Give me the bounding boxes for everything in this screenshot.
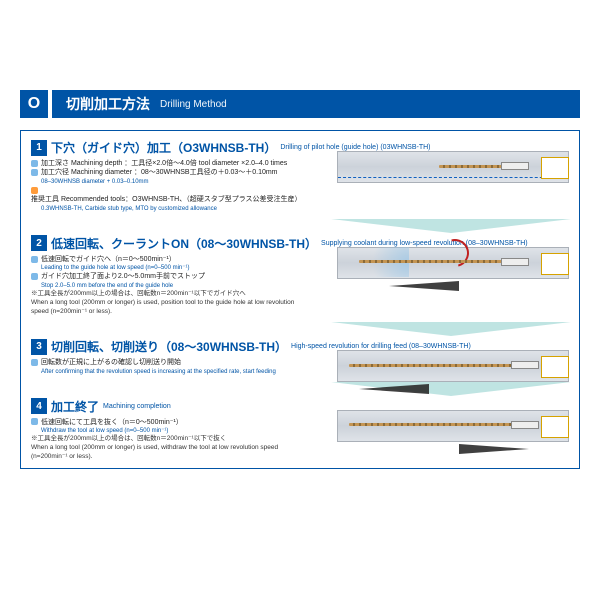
title-text: 切削加工方法 Drilling Method [52, 90, 580, 118]
steps-container: 1 下穴（ガイド穴）加工（O3WHNSB-TH） Drilling of pil… [20, 130, 580, 469]
drill-tool [349, 422, 539, 428]
flow-arrow-icon [331, 322, 571, 336]
retract-arrow-icon [459, 444, 529, 454]
step-title-jp: 低速回転、クーラントON（08～30WHNSB-TH） [51, 235, 317, 252]
drill-flute [359, 260, 501, 263]
drill-shank [501, 258, 529, 266]
bullet-icon [31, 256, 38, 263]
line-en: Stop 2.0–5.0 mm before the end of the gu… [31, 282, 311, 290]
step-number: 3 [31, 339, 47, 355]
step-2: 2 低速回転、クーラントON（08～30WHNSB-TH） Supplying … [31, 235, 569, 316]
step-body: 回転数が正規に上がるの確認し切削送り開始 After confirming th… [31, 358, 311, 376]
page-canvas: O 切削加工方法 Drilling Method 1 下穴（ガイド穴）加工（O3… [0, 0, 600, 600]
line: 推奨工具 Recommended tools：O3WHNSB-TH、（超硬スタブ… [31, 196, 302, 203]
line: 回転数が正規に上がるの確認し切削送り開始 [41, 359, 181, 366]
title-en: Drilling Method [160, 99, 227, 110]
feed-arrow-icon [359, 384, 429, 394]
step-illustration [319, 400, 569, 458]
step-body: 低速回転にて工具を抜く（n＝0～500min⁻¹） Withdraw the t… [31, 418, 311, 462]
step-title-jp: 加工終了 [51, 398, 99, 415]
step-title-jp: 切削回転、切削送り（08～30WHNSB-TH） [51, 338, 287, 355]
bullet-icon [31, 169, 38, 176]
title-jp: 切削加工方法 [66, 94, 150, 114]
bullet-icon [31, 273, 38, 280]
step-number: 1 [31, 140, 47, 156]
line: 加工穴径 Machining diameter ：08～30WHNSB工具径の＋… [41, 169, 278, 176]
step-number: 4 [31, 398, 47, 414]
title-icon: O [20, 90, 48, 118]
step-1: 1 下穴（ガイド穴）加工（O3WHNSB-TH） Drilling of pil… [31, 139, 569, 213]
section-title-bar: O 切削加工方法 Drilling Method [20, 90, 580, 118]
step-title-jp: 下穴（ガイド穴）加工（O3WHNSB-TH） [51, 139, 276, 156]
step-number: 2 [31, 235, 47, 251]
chuck-icon [541, 253, 569, 275]
flow-arrow-icon [331, 219, 571, 233]
line-en: After confirming that the revolution spe… [31, 368, 311, 376]
bullet-icon [31, 418, 38, 425]
line-en: Leading to the guide hole at low speed (… [31, 264, 311, 272]
chuck-icon [541, 356, 569, 378]
line-en: 08–30WHNSB diameter + 0.03–0.10mm [31, 178, 311, 186]
feed-arrow-icon [389, 281, 459, 291]
line: 低速回転にて工具を抜く（n＝0～500min⁻¹） [41, 419, 183, 426]
step-body: 加工深さ Machining depth ：工具径×2.0倍～4.0倍 tool… [31, 159, 311, 213]
drill-shank [511, 361, 539, 369]
drill-shank [501, 162, 529, 170]
step-illustration [319, 237, 569, 295]
step-3: 3 切削回転、切削送り（08～30WHNSB-TH） High-speed re… [31, 338, 569, 376]
centerline [338, 177, 568, 178]
bullet-icon [31, 359, 38, 366]
line: ※工具全長が200mm以上の場合は、回転数n＝200min⁻¹以下でガイド穴へ [31, 290, 246, 297]
drill-tool [349, 362, 539, 368]
step-illustration [319, 141, 569, 199]
drill-shank [511, 421, 539, 429]
chuck-icon [541, 157, 569, 179]
step-4: 4 加工終了 Machining completion 低速回転にて工具を抜く（… [31, 398, 569, 462]
drill-tool [359, 259, 529, 265]
line: ※工具全長が200mm以上の場合は、回転数n＝200min⁻¹以下で抜く [31, 435, 226, 442]
step-title-en: Machining completion [103, 403, 171, 410]
drill-flute [349, 364, 511, 367]
line: 低速回転でガイド穴へ（n＝0～500min⁻¹） [41, 256, 176, 263]
line-en: When a long tool (200mm or longer) is us… [31, 299, 294, 315]
line-en: 0.3WHNSB-TH, Carbide stub type, MTO by c… [31, 205, 311, 213]
drill-flute [439, 165, 501, 168]
bullet-icon [31, 187, 38, 194]
bullet-icon [31, 160, 38, 167]
step-illustration [319, 340, 569, 398]
chuck-icon [541, 416, 569, 438]
drill-flute [349, 423, 511, 426]
line-en: When a long tool (200mm or longer) is us… [31, 444, 278, 460]
step-body: 低速回転でガイド穴へ（n＝0～500min⁻¹） Leading to the … [31, 255, 311, 316]
drill-tool [439, 163, 529, 169]
line: ガイド穴加工終了面より2.0～5.0mm手前でストップ [41, 273, 205, 280]
line: 加工深さ Machining depth ：工具径×2.0倍～4.0倍 tool… [41, 160, 287, 167]
